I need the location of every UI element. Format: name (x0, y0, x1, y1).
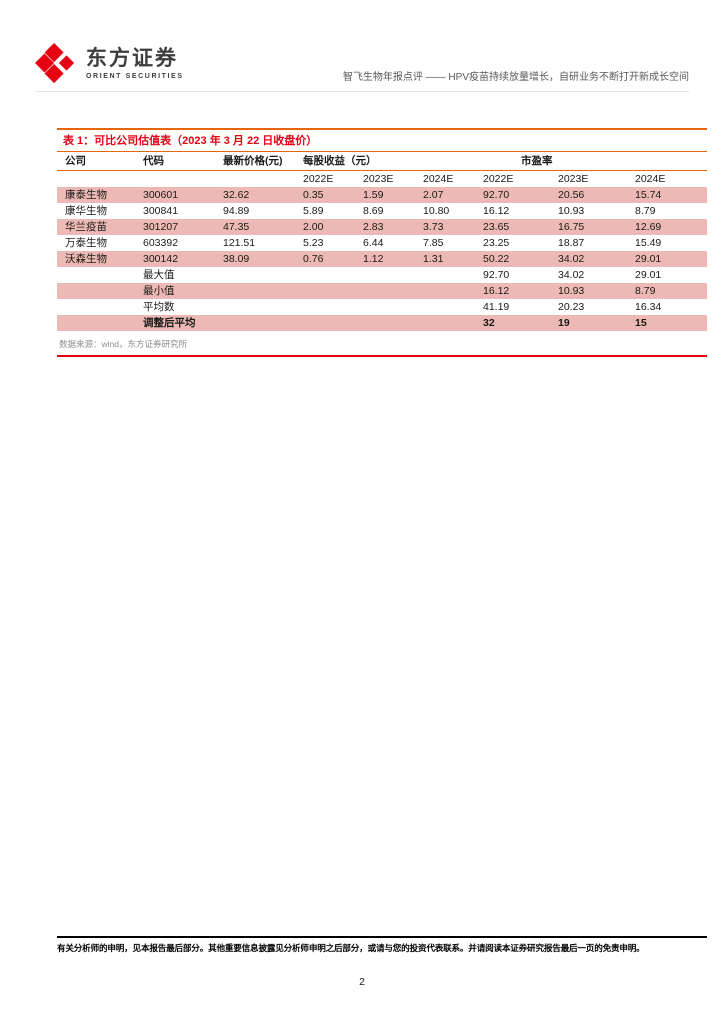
report-subtitle: 智飞生物年报点评 —— HPV疫苗持续放量增长，自研业务不断打开新成长空间 (342, 72, 689, 83)
col-group-pe: 市盈率 (477, 151, 708, 171)
cell-price: 94.89 (223, 205, 250, 217)
subheader-pe-2024e: 2024E (635, 173, 666, 185)
data-source-note: 数据来源：wind，东方证券研究所 (59, 339, 187, 349)
col-header-code: 代码 (137, 151, 217, 171)
summary-row-max: 最大值 92.70 34.02 29.01 (57, 267, 707, 283)
page-number: 2 (359, 976, 365, 988)
table-subheader-row: 2022E 2023E 2024E 2022E 2023E 2024E (57, 171, 707, 188)
cell-code: 300841 (143, 205, 179, 217)
logo-diamond-icon (35, 43, 75, 84)
col-header-price: 最新价格(元) (217, 151, 297, 171)
cell-code: 300601 (143, 189, 179, 201)
cell-code: 603392 (143, 237, 179, 249)
cell-company: 沃森生物 (65, 253, 107, 265)
orient-securities-logo: 东方证券 ORIENT SECURITIES (35, 42, 184, 86)
summary-row-avg: 平均数 41.19 20.23 16.34 (57, 299, 707, 315)
col-group-eps: 每股收益（元） (297, 151, 477, 171)
summary-label: 调整后平均 (143, 317, 196, 329)
cell-price: 47.35 (223, 221, 250, 233)
subheader-pe-2022e: 2022E (483, 173, 514, 185)
summary-label: 平均数 (143, 301, 175, 313)
subheader-eps-2024e: 2024E (423, 173, 454, 185)
cell-company: 华兰疫苗 (65, 221, 107, 233)
cell-price: 32.62 (223, 189, 250, 201)
summary-row-adjusted-avg: 调整后平均 32 19 15 (57, 315, 708, 331)
table-title: 表 1：可比公司估值表（2023 年 3 月 22 日收盘价） (57, 128, 707, 151)
table-header-row: 公司 代码 最新价格(元) 每股收益（元） 市盈率 (57, 151, 708, 171)
page-footer: 有关分析师的申明，见本报告最后部分。其他重要信息披露见分析师申明之后部分，或请与… (57, 936, 707, 954)
cell-code: 301207 (143, 221, 179, 233)
disclaimer-text: 有关分析师的申明，见本报告最后部分。其他重要信息披露见分析师申明之后部分，或请与… (57, 943, 645, 953)
logo-text-cn: 东方证券 (86, 46, 178, 70)
table-row: 康泰生物 300601 32.62 0.35 1.59 2.07 92.70 2… (57, 187, 708, 203)
cell-company: 万泰生物 (65, 237, 107, 249)
cell-price: 38.09 (223, 253, 250, 265)
table-row: 沃森生物 300142 38.09 0.76 1.12 1.31 50.22 3… (57, 251, 708, 267)
cell-code: 300142 (143, 253, 179, 265)
cell-company: 康泰生物 (65, 189, 107, 201)
logo-text-en: ORIENT SECURITIES (86, 72, 184, 80)
summary-label: 最小值 (143, 285, 175, 297)
content-area: 表 1：可比公司估值表（2023 年 3 月 22 日收盘价） 公司 代码 最新… (57, 128, 708, 357)
logo-text: 东方证券 ORIENT SECURITIES (86, 46, 184, 81)
section-divider-rule (57, 355, 707, 357)
subheader-eps-2023e: 2023E (363, 173, 394, 185)
valuation-table: 公司 代码 最新价格(元) 每股收益（元） 市盈率 2022E 2023E 20… (57, 151, 708, 331)
table-row: 康华生物 300841 94.89 5.89 8.69 10.80 16.12 … (57, 203, 707, 219)
summary-row-min: 最小值 16.12 10.93 8.79 (57, 283, 708, 299)
subheader-pe-2023e: 2023E (558, 173, 589, 185)
table-row: 华兰疫苗 301207 47.35 2.00 2.83 3.73 23.65 1… (57, 219, 708, 235)
summary-label: 最大值 (143, 269, 175, 281)
col-header-company: 公司 (57, 151, 137, 171)
page-header: 东方证券 ORIENT SECURITIES 智飞生物年报点评 —— HPV疫苗… (35, 42, 689, 92)
cell-company: 康华生物 (65, 205, 107, 217)
subheader-eps-2022e: 2022E (303, 173, 334, 185)
cell-price: 121.51 (223, 237, 256, 249)
table-row: 万泰生物 603392 121.51 5.23 6.44 7.85 23.25 … (57, 235, 707, 251)
